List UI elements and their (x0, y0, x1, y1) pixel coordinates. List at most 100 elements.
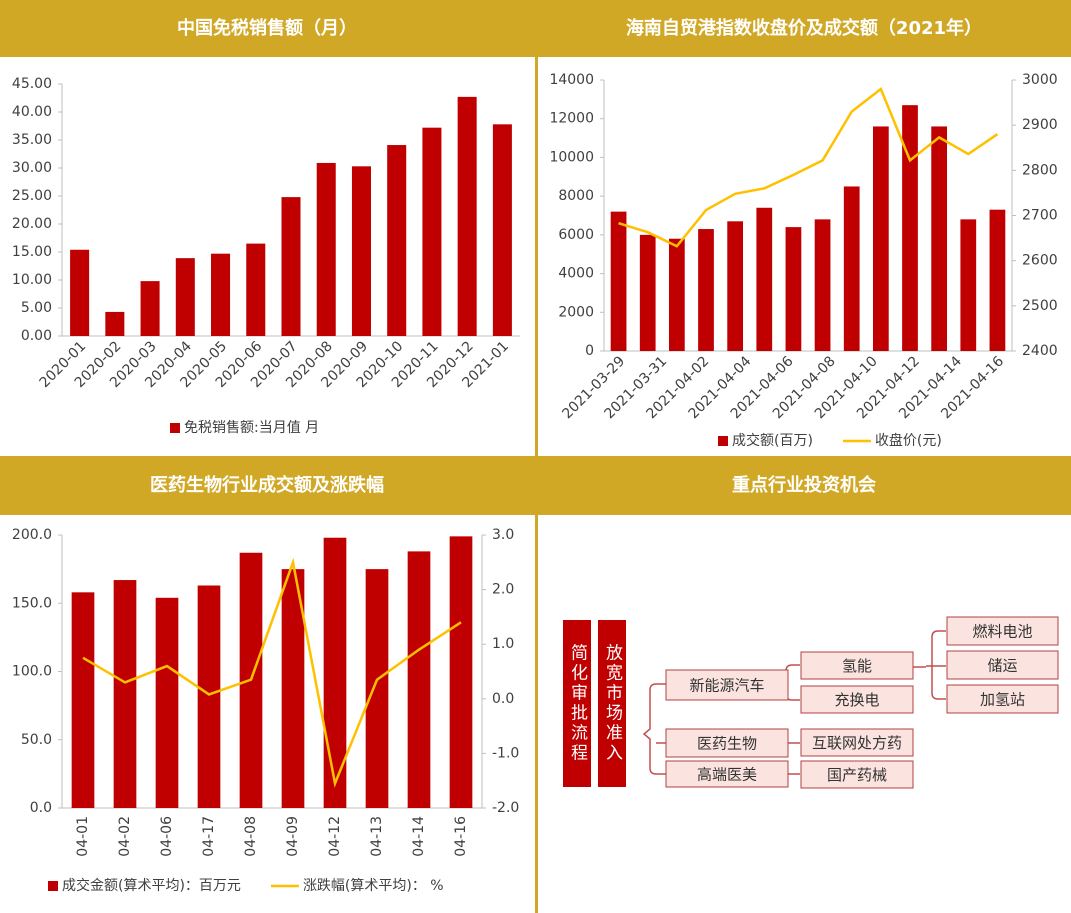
bar (422, 127, 442, 337)
legend-swatch (170, 423, 180, 433)
y-tick-label: 0 (585, 343, 594, 359)
node-label: 新能源汽车 (689, 677, 764, 695)
bar (814, 219, 831, 351)
legend-label: 涨跌幅(算术平均)： % (303, 878, 444, 894)
y-tick-label: 12000 (549, 111, 594, 127)
y2-tick-label: -1.0 (492, 745, 519, 761)
legend-label: 收盘价(元) (875, 432, 942, 449)
bar (407, 551, 431, 808)
y2-tick-label: -2.0 (492, 800, 519, 816)
legend-swatch (718, 436, 728, 446)
y-tick-label: 100.0 (12, 664, 52, 680)
legend-label: 免税销售额:当月值 月 (184, 420, 319, 436)
bar (105, 311, 125, 336)
y-tick-label: 150.0 (12, 595, 52, 611)
chart-title: 海南自贸港指数收盘价及成交额（2021年） (626, 17, 982, 39)
y2-tick-label: 0.0 (492, 691, 514, 707)
bar (70, 249, 90, 336)
y-tick-label: 35.00 (12, 132, 52, 148)
node-box (800, 728, 914, 757)
node-box (665, 760, 789, 788)
node-box (946, 650, 1059, 680)
policy-box (563, 620, 591, 787)
y-tick-label: 4000 (558, 266, 594, 282)
bar (281, 197, 301, 336)
line (618, 87, 999, 248)
bar (639, 234, 656, 351)
bar (989, 209, 1006, 351)
bar (113, 580, 137, 808)
y2-tick-label: 2500 (1022, 298, 1058, 314)
node-box (946, 684, 1059, 714)
bar (387, 145, 407, 336)
y-tick-label: 200.0 (12, 527, 52, 543)
x-tick-label: 04-01 (75, 816, 91, 857)
bar (211, 253, 231, 336)
bar (140, 281, 160, 336)
node-box (665, 728, 789, 758)
y-tick-label: 5.00 (21, 300, 52, 316)
bar (323, 537, 347, 808)
y-tick-label: 45.00 (12, 76, 52, 92)
x-tick-label: 04-14 (411, 816, 427, 857)
node-label: 燃料电池 (972, 623, 1032, 641)
policy-box (598, 620, 626, 787)
node-box (800, 651, 914, 680)
bar (197, 585, 221, 808)
y2-tick-label: 1.0 (492, 636, 514, 652)
node-label: 互联网处方药 (812, 734, 902, 752)
diagram-connectors (642, 630, 946, 775)
y-tick-label: 15.00 (12, 244, 52, 260)
bar (843, 186, 860, 351)
y-tick-label: 14000 (549, 72, 594, 88)
y2-tick-label: 3000 (1022, 72, 1058, 88)
y2-tick-label: 3.0 (492, 527, 514, 543)
node-label: 加氢站 (980, 691, 1025, 709)
x-tick-label: 04-08 (243, 816, 259, 857)
x-tick-label: 04-12 (327, 816, 343, 857)
y2-tick-label: 2700 (1022, 208, 1058, 224)
bar (727, 221, 744, 351)
node-label: 国产药械 (827, 766, 887, 784)
diagram-title: 重点行业投资机会 (732, 474, 876, 496)
bar (71, 592, 95, 808)
y-tick-label: 30.00 (12, 160, 52, 176)
node-box (800, 760, 914, 789)
node-label: 储运 (987, 657, 1017, 675)
bar (492, 124, 512, 336)
bar (785, 227, 802, 351)
y-tick-label: 40.00 (12, 104, 52, 120)
x-tick-label: 04-13 (369, 816, 385, 857)
bar (698, 229, 714, 351)
bar (351, 166, 371, 336)
y-tick-label: 10.00 (12, 272, 52, 288)
node-label: 高端医美 (697, 766, 757, 784)
y2-tick-label: 2600 (1022, 253, 1058, 269)
line (82, 557, 462, 788)
bar (872, 126, 889, 351)
bar (155, 597, 179, 808)
y2-tick-label: 2.0 (492, 582, 514, 598)
policy-label: 简化审批流程 (567, 643, 588, 763)
y-tick-label: 10000 (549, 149, 594, 165)
y2-tick-label: 2400 (1022, 343, 1058, 359)
bar (960, 219, 977, 351)
node-label: 氢能 (842, 657, 872, 675)
bar (668, 238, 685, 351)
legend-label: 成交额(百万) (732, 432, 813, 449)
bar (756, 207, 773, 351)
legend-label: 成交金额(算术平均)：百万元 (62, 877, 241, 894)
y2-tick-label: 2900 (1022, 117, 1058, 133)
bar (246, 243, 266, 336)
chart-title: 中国免税销售额（月） (177, 17, 357, 39)
x-tick-label: 04-09 (285, 816, 301, 857)
bar (365, 569, 389, 808)
y-tick-label: 6000 (558, 227, 594, 243)
node-label: 医药生物 (697, 735, 757, 753)
bar (449, 536, 473, 808)
node-label: 充换电 (834, 691, 879, 709)
y-tick-label: 20.00 (12, 216, 52, 232)
bar (281, 569, 305, 808)
bar (902, 105, 918, 352)
